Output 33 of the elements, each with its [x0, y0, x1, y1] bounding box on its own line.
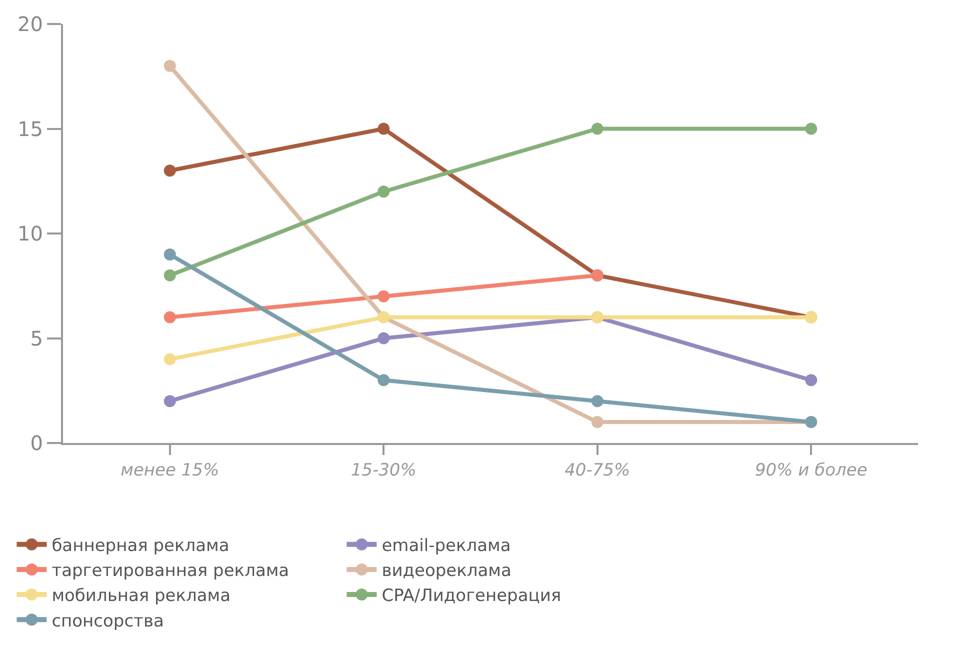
point — [591, 122, 604, 135]
point — [378, 186, 390, 198]
point — [591, 395, 604, 408]
legend-label: мобильная реклама — [52, 586, 231, 606]
point — [164, 269, 176, 282]
legend-label: баннерная реклама — [52, 536, 230, 556]
legend-label: видеореклама — [382, 561, 512, 582]
x-tick-label: менее 15% — [120, 460, 220, 480]
y-tick-label: 5 — [30, 326, 43, 350]
y-tick-label: 10 — [18, 222, 43, 246]
legend-label: таргетированная реклама — [52, 561, 290, 582]
point — [164, 311, 176, 324]
point — [164, 60, 176, 72]
point — [164, 248, 176, 260]
y-tick-label: 20 — [18, 12, 43, 36]
point — [805, 374, 818, 386]
x-tick-label: 90% и более — [754, 460, 868, 480]
point — [591, 416, 604, 428]
point — [164, 164, 176, 177]
legend-label: CPA/Лидогенерация — [382, 586, 562, 606]
y-tick-label: 0 — [30, 431, 43, 455]
x-tick-label: 40-75% — [564, 460, 630, 480]
point — [164, 353, 176, 366]
point — [164, 395, 176, 408]
legend-label: спонсорства — [52, 611, 164, 632]
point — [378, 374, 390, 386]
point — [378, 290, 390, 302]
point — [378, 332, 390, 344]
point — [805, 122, 818, 135]
y-tick-label: 15 — [18, 116, 43, 141]
legend-label: email-реклама — [382, 536, 511, 556]
point — [378, 122, 390, 135]
x-tick-label: 15-30% — [350, 460, 416, 480]
